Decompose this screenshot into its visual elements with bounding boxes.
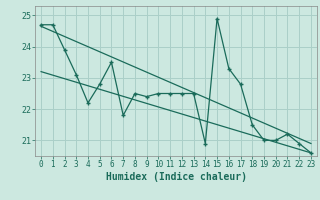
X-axis label: Humidex (Indice chaleur): Humidex (Indice chaleur) xyxy=(106,172,246,182)
